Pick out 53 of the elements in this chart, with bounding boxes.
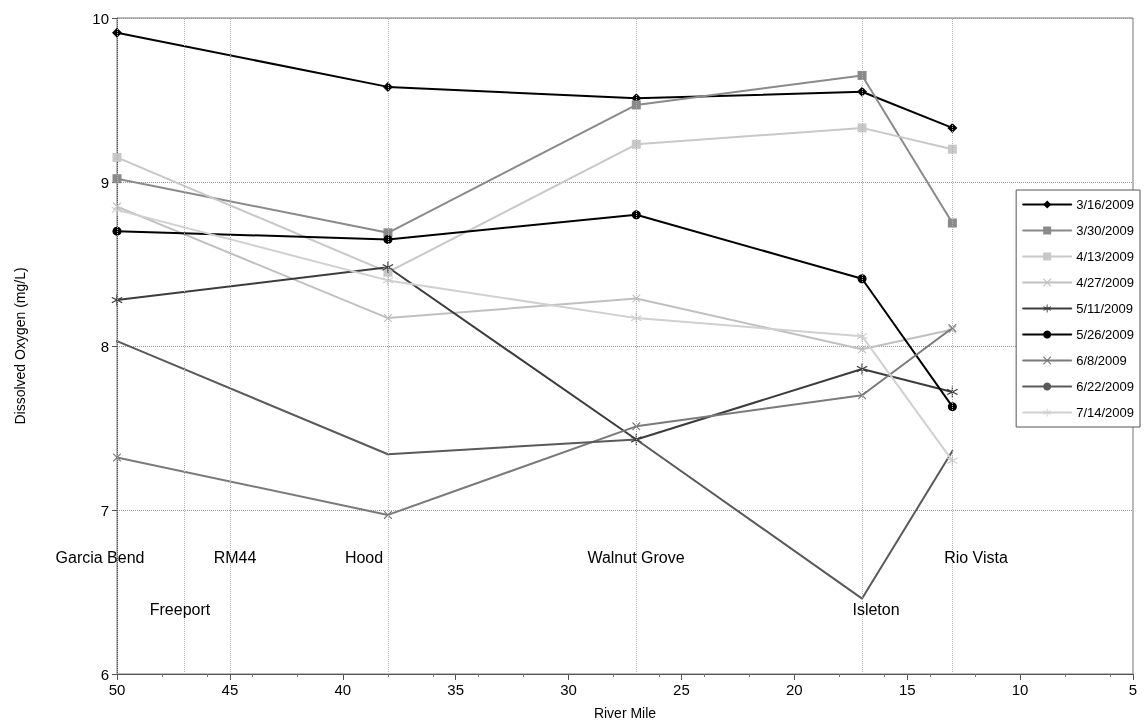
point	[947, 122, 958, 133]
legend-label: 7/14/2009	[1076, 405, 1135, 420]
annotation: Garcia Bend	[55, 548, 145, 566]
point	[947, 402, 957, 412]
point	[857, 70, 867, 80]
annotation: Isleton	[852, 600, 900, 618]
point	[112, 27, 122, 38]
point	[857, 274, 867, 284]
point	[382, 81, 393, 92]
point	[857, 123, 867, 133]
x-tick-label: 10	[1011, 681, 1029, 698]
legend-label: 4/13/2009	[1076, 249, 1135, 264]
legend-label: 4/27/2009	[1076, 275, 1135, 290]
x-tick-label: 50	[108, 681, 126, 698]
legend-label: 5/26/2009	[1076, 327, 1135, 342]
point	[113, 453, 121, 462]
y-tick-label: 8	[100, 337, 109, 355]
point	[382, 261, 394, 273]
point	[382, 274, 394, 286]
x-tick-label: 20	[785, 681, 803, 698]
legend-label: 3/30/2009	[1076, 223, 1135, 238]
point	[857, 86, 868, 97]
x-tick-label: 25	[673, 681, 690, 698]
annotation: RM44	[213, 548, 257, 566]
y-tick-label: 10	[92, 9, 109, 27]
x-tick-label: 35	[447, 681, 465, 698]
legend-label: 6/8/2009	[1076, 353, 1127, 368]
annotation: Hood	[344, 548, 384, 566]
x-tick-label: 5	[1128, 681, 1138, 698]
point	[947, 218, 957, 228]
legend-label: 6/22/2009	[1076, 379, 1135, 394]
x-tick-label: 45	[221, 681, 239, 698]
legend-label: 3/16/2009	[1076, 197, 1135, 212]
y-tick-label: 6	[100, 665, 109, 683]
point	[631, 100, 641, 110]
point	[631, 139, 641, 149]
point	[631, 210, 641, 220]
x-tick-label: 30	[560, 681, 577, 698]
point	[112, 226, 122, 236]
point	[112, 174, 122, 184]
y-axis-title: Dissolved Oxygen (mg/L)	[12, 267, 28, 425]
annotation: Walnut Grove	[587, 548, 685, 566]
legend-label: 5/11/2009	[1076, 301, 1134, 316]
point	[858, 345, 867, 354]
x-axis-title: River Mile	[593, 705, 657, 721]
x-tick-label: 40	[334, 681, 352, 698]
y-tick-label: 9	[100, 173, 109, 191]
x-tick-label: 15	[898, 681, 916, 698]
annotation: Rio Vista	[944, 548, 1008, 566]
point	[947, 144, 957, 154]
y-tick-label: 7	[100, 501, 109, 519]
annotation: Freeport	[149, 600, 211, 618]
point	[112, 152, 122, 162]
